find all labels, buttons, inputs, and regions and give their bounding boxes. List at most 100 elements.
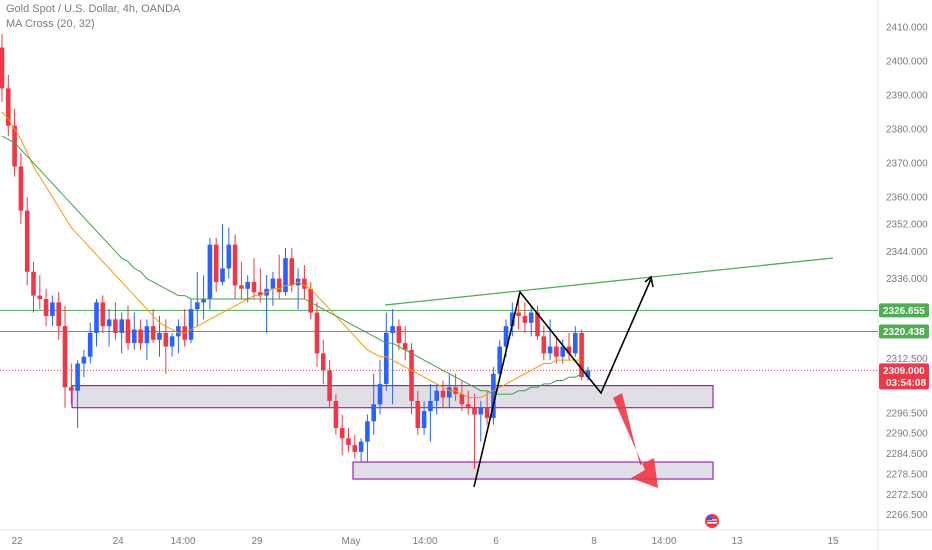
candle <box>428 383 433 442</box>
candle <box>522 302 528 333</box>
candle <box>169 332 175 357</box>
candle-body <box>119 319 124 333</box>
price-tick-label: 2400.000 <box>886 57 928 68</box>
level-badge-label: 2326.655 <box>883 306 925 317</box>
price-tick-label: 2296.500 <box>886 408 928 419</box>
candle <box>251 258 257 299</box>
candle-body <box>447 387 452 398</box>
zone-2 <box>352 461 714 480</box>
candle <box>390 309 395 405</box>
candle-body <box>69 387 74 391</box>
candle-body <box>289 258 295 286</box>
candle-body <box>213 244 219 282</box>
candle <box>295 268 301 310</box>
candle <box>226 227 232 279</box>
price-tick-label: 2352.000 <box>886 220 928 231</box>
candle <box>579 329 584 381</box>
price-tick-label: 2344.000 <box>886 247 928 258</box>
candle <box>201 275 206 320</box>
candle-body <box>484 407 490 418</box>
candle-body <box>333 400 339 429</box>
price-tick-label: 2336.000 <box>886 274 928 285</box>
candle <box>327 360 332 408</box>
candle <box>62 305 68 408</box>
candle-body <box>535 312 540 337</box>
candle <box>150 309 156 344</box>
candle-body <box>31 271 36 296</box>
candle-body <box>100 302 106 327</box>
candle <box>182 309 187 347</box>
candle <box>87 322 93 364</box>
time-tick-label: 14:00 <box>412 536 437 547</box>
price-tick-label: 2410.000 <box>886 23 928 34</box>
candle-body <box>321 353 326 371</box>
candle <box>18 152 24 225</box>
candle <box>106 309 112 347</box>
candle-body <box>106 319 112 327</box>
candle-body <box>195 302 200 310</box>
candle-body <box>207 244 213 299</box>
candle-body <box>56 302 61 327</box>
candle <box>535 305 540 340</box>
candle-body <box>125 319 131 344</box>
candle-body <box>24 210 30 272</box>
candle-body <box>390 326 395 333</box>
candle <box>472 394 477 469</box>
candle <box>81 349 87 378</box>
candle <box>188 298 194 344</box>
time-tick-label: 24 <box>112 536 124 547</box>
candle-body <box>220 268 225 282</box>
candle-body <box>188 309 194 340</box>
candle <box>220 224 225 286</box>
price-tick-label: 2380.000 <box>886 125 928 136</box>
candle <box>258 268 263 303</box>
candle <box>132 312 137 350</box>
candle-body <box>50 302 55 316</box>
candle-body <box>302 278 307 289</box>
candle-body <box>163 332 169 347</box>
time-tick-label: 29 <box>251 536 263 547</box>
candle <box>560 339 565 364</box>
ma-line-1 <box>1 111 582 398</box>
candle-body <box>516 312 521 316</box>
candle-body <box>201 298 206 303</box>
candle-body <box>245 281 250 289</box>
candle <box>346 428 351 452</box>
candle <box>434 383 439 415</box>
candle-body <box>409 349 414 401</box>
candle <box>119 312 124 354</box>
candle <box>283 248 288 296</box>
zigzag-arrowhead <box>644 275 654 288</box>
candle-body <box>371 404 376 422</box>
candle-body <box>339 428 345 439</box>
candle-body <box>421 411 427 429</box>
candle <box>333 394 339 435</box>
candle <box>459 380 465 412</box>
candle <box>547 319 553 361</box>
time-tick-label: 15 <box>827 536 839 547</box>
price-tick-label: 2284.500 <box>886 449 928 460</box>
candle-body <box>258 292 263 296</box>
candle <box>239 261 244 299</box>
current-price-label: 2309.000 <box>883 366 925 377</box>
candle <box>321 339 326 384</box>
candle <box>541 326 547 361</box>
candle <box>50 295 55 327</box>
candle-body <box>434 390 439 401</box>
time-axis: 22 24 14:00 29 May 14:00 6 8 14:00 13 15 <box>11 536 839 547</box>
candle <box>585 366 591 381</box>
candle-body <box>18 166 24 211</box>
candle <box>245 275 250 303</box>
candle-body <box>314 312 320 354</box>
candle <box>31 261 36 313</box>
candle-body <box>440 390 446 398</box>
candle-body <box>472 407 477 415</box>
candle <box>421 400 427 435</box>
candle-body <box>276 278 282 293</box>
candle <box>566 332 572 361</box>
candle <box>94 298 99 347</box>
candle <box>6 74 11 136</box>
candle <box>365 414 370 463</box>
candle-body <box>37 295 43 299</box>
